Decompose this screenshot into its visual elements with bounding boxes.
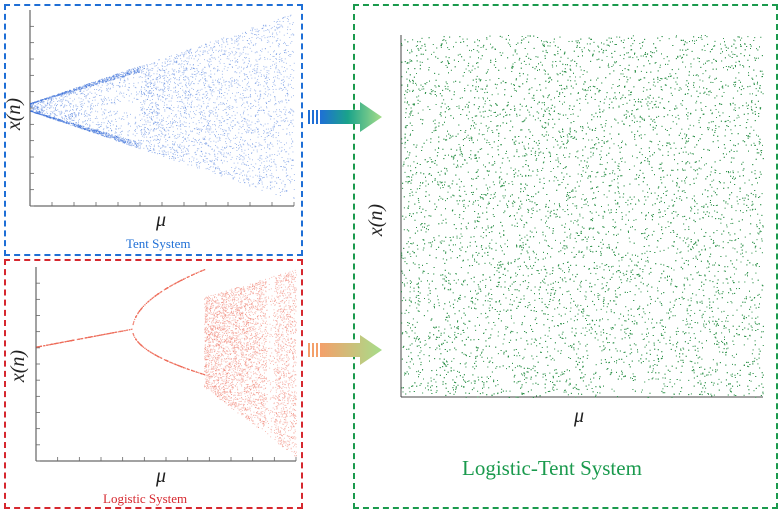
logistic-x-label: μ [156, 466, 166, 486]
logistic-system-panel [4, 259, 303, 509]
combined-x-label: μ [574, 406, 584, 426]
logistic-caption: Logistic System [103, 491, 187, 507]
tent-points [30, 14, 295, 199]
tent-y-label: x(n) [3, 98, 25, 130]
logistic-y-label: x(n) [7, 350, 29, 382]
tent-system-panel [4, 4, 303, 256]
tent-caption: Tent System [126, 236, 190, 252]
logistic-to-combined-arrow [308, 335, 382, 365]
logistic-axis-ticks [36, 282, 297, 462]
tent-bifurcation-plot [29, 10, 295, 207]
tent-x-label: μ [156, 210, 166, 230]
logistic-tent-plot [400, 35, 764, 398]
combined-caption: Logistic-Tent System [462, 456, 642, 481]
tent-axis-ticks [30, 25, 295, 207]
combined-y-label: x(n) [365, 204, 387, 236]
logistic-bifurcation-plot [35, 267, 297, 462]
logistic-tent-points [401, 35, 764, 398]
logistic-tent-system-panel [353, 4, 778, 509]
tent-to-combined-arrow [308, 102, 382, 132]
logistic-points [36, 269, 297, 457]
